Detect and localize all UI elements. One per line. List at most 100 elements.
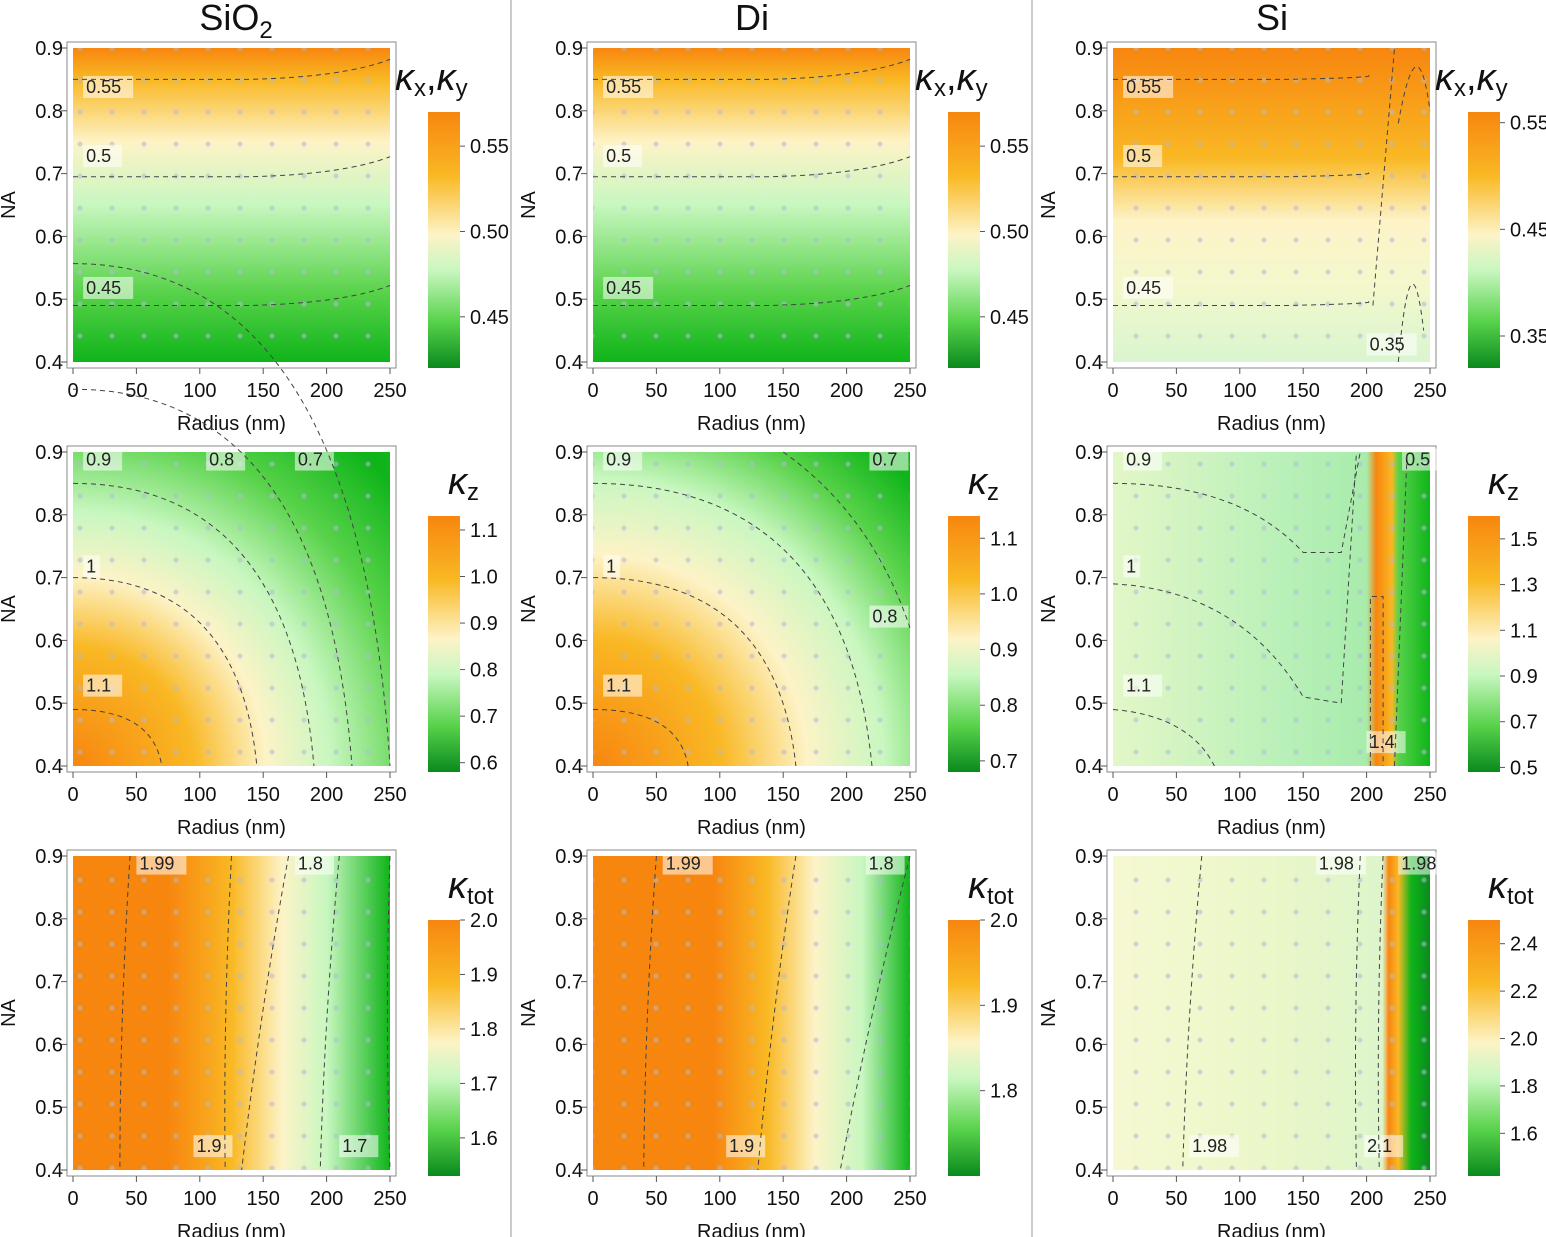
x-tick-label: 250 — [373, 1188, 406, 1210]
heatmap-panel-si-row1: 0 50 100 150 200 250 0.4 0.5 0.6 0.7 0.8 0.9 Radius … — [1038, 38, 1546, 435]
contour-label-bg — [1402, 448, 1442, 471]
plot-frame — [586, 41, 917, 369]
contour-label-bg — [865, 852, 905, 875]
contour-label: 1.8 — [298, 854, 323, 874]
contour-label: 1.9 — [729, 1136, 754, 1156]
contour-label-bg — [294, 852, 334, 875]
y-tick-label: 0.8 — [555, 909, 583, 931]
colorbar-tick-label: 1.8 — [1510, 1076, 1538, 1098]
contour-label: 0.9 — [606, 450, 631, 470]
contour-line — [386, 855, 391, 1171]
x-tick-label: 200 — [310, 1188, 343, 1210]
contour-line — [73, 285, 391, 306]
contour-label: 1 — [86, 556, 96, 576]
y-tick-label: 0.7 — [1075, 164, 1103, 186]
colorbar: 0.7 0.8 0.9 1.0 1.1 — [948, 516, 1018, 773]
x-axis-label: Radius (nm) — [177, 1221, 286, 1237]
contour-label: 0.5 — [1405, 450, 1430, 470]
contour-label-bg — [83, 448, 123, 471]
contour-label-bg — [1123, 276, 1174, 299]
x-axis-label: Radius (nm) — [1217, 1221, 1326, 1237]
y-tick-label: 0.7 — [1075, 972, 1103, 994]
colorbar-tick-label: 1.3 — [1510, 575, 1538, 597]
x-tick-label: 0 — [587, 784, 598, 806]
contour-line — [1397, 66, 1431, 124]
y-tick-label: 0.8 — [555, 505, 583, 527]
y-tick-label: 0.9 — [1075, 442, 1103, 464]
column-title-si: Si — [1256, 0, 1288, 38]
colorbar-gradient — [1468, 920, 1500, 1176]
x-tick-label: 100 — [703, 380, 736, 402]
contour-line — [643, 855, 657, 1171]
x-tick-label: 50 — [1165, 380, 1187, 402]
contour-label: 1.98 — [1319, 854, 1354, 874]
y-tick-label: 0.7 — [35, 568, 63, 590]
y-tick-label: 0.9 — [1075, 38, 1103, 60]
x-tick-label: 50 — [125, 784, 147, 806]
contour-label: 0.45 — [1126, 278, 1161, 298]
contour-label: 0.5 — [86, 146, 111, 166]
colorbar-tick-label: 0.8 — [470, 660, 498, 682]
x-tick-label: 50 — [645, 784, 667, 806]
contour-label: 0.55 — [86, 77, 121, 97]
y-tick-label: 0.4 — [35, 756, 63, 778]
x-tick-label: 200 — [1350, 380, 1383, 402]
colorbar-tick-label: 1.0 — [470, 567, 498, 589]
contour-label-bg — [603, 674, 643, 697]
x-tick-label: 200 — [1350, 1188, 1383, 1210]
contour-label-bg — [869, 605, 909, 628]
x-tick-label: 150 — [767, 1188, 800, 1210]
colorbar-tick-label: 0.55 — [470, 136, 509, 158]
y-tick-label: 0.4 — [35, 352, 63, 374]
y-tick-label: 0.8 — [35, 101, 63, 123]
x-tick-label: 150 — [1287, 1188, 1320, 1210]
y-tick-label: 0.6 — [555, 630, 583, 652]
contour-label: 0.5 — [1126, 146, 1151, 166]
contour-label-bg — [1123, 448, 1163, 471]
x-tick-label: 50 — [1165, 1188, 1187, 1210]
y-axis-label: NA — [518, 998, 540, 1026]
heatmap-panel-di-row3: 0 50 100 150 200 250 0.4 0.5 0.6 0.7 0.8 0.9 Radius … — [518, 846, 1018, 1237]
contour-label-bg — [1123, 75, 1174, 98]
colorbar-gradient — [428, 112, 460, 368]
y-tick-label: 0.9 — [35, 38, 63, 60]
contour-label: 1 — [606, 556, 616, 576]
contour-label-bg — [603, 555, 621, 578]
x-tick-label: 250 — [373, 784, 406, 806]
contour-label-bg — [1189, 1135, 1240, 1158]
contour-label-bg — [339, 1135, 379, 1158]
contour-line — [1112, 451, 1357, 704]
y-tick-label: 0.4 — [555, 756, 583, 778]
plot-frame — [586, 445, 917, 773]
x-tick-label: 50 — [125, 380, 147, 402]
y-tick-label: 0.4 — [555, 352, 583, 374]
grid-dots — [1113, 452, 1430, 766]
quantity-symbol: κtot — [448, 865, 494, 910]
x-tick-label: 100 — [1223, 784, 1256, 806]
contour-label: 1 — [1126, 556, 1136, 576]
colorbar-tick-label: 0.7 — [470, 706, 498, 728]
plot-frame — [1106, 849, 1437, 1177]
colorbar-tick-label: 0.9 — [990, 640, 1018, 662]
contour-label: 1.4 — [1370, 732, 1395, 752]
colorbar-gradient — [428, 516, 460, 772]
heatmap-panel-sio2-row2: 0 50 100 150 200 2500.40.50.60.70.80.9Radius … — [0, 263, 498, 839]
contour-label-bg — [1123, 674, 1163, 697]
contour-label-bg — [1315, 852, 1366, 875]
x-tick-label: 100 — [1223, 380, 1256, 402]
plot-frame — [1106, 41, 1437, 369]
contour-label-bg — [193, 1135, 233, 1158]
contour-line — [839, 855, 911, 1171]
contour-line — [1113, 74, 1370, 80]
y-tick-label: 0.6 — [1075, 1034, 1103, 1056]
quantity-symbol: κz — [448, 461, 479, 506]
plot-frame — [586, 849, 917, 1177]
contour-label: 1.98 — [1401, 854, 1436, 874]
y-tick-label: 0.6 — [555, 226, 583, 248]
x-axis-label: Radius (nm) — [697, 1221, 806, 1237]
contour-line — [119, 855, 131, 1171]
contour-label: 0.55 — [1126, 77, 1161, 97]
colorbar: 1.6 1.7 1.8 1.9 2.0 — [428, 910, 498, 1176]
x-axis-label: Radius (nm) — [1217, 817, 1326, 839]
plot-frame — [1106, 445, 1437, 773]
